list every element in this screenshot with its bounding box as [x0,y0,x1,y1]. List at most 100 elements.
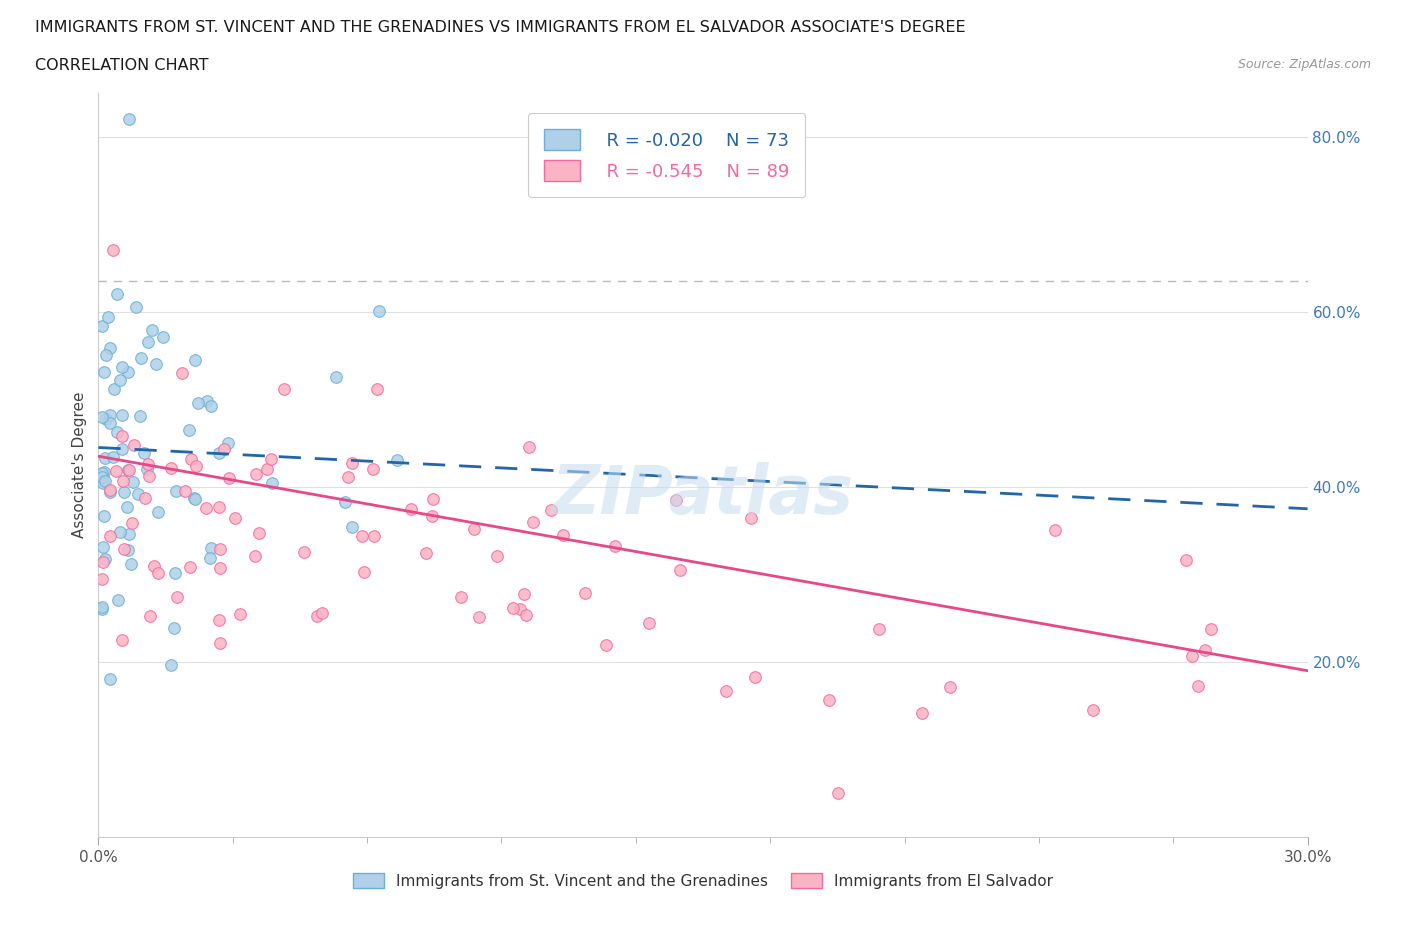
Point [399,501,422,516]
Point [260,475,283,490]
Point [1045,522,1067,537]
Point [101,449,124,464]
Point [1187,679,1209,694]
Point [337,470,360,485]
Point [103,382,125,397]
Point [195,500,218,515]
Point [135,461,157,476]
Point [98,341,121,356]
Point [105,425,128,440]
Point [94,348,117,363]
Point [669,563,692,578]
Point [311,606,333,621]
Point [292,545,315,560]
Point [208,612,231,627]
Point [665,493,688,508]
Point [420,508,443,523]
Legend: Immigrants from St. Vincent and the Grenadines, Immigrants from El Salvador: Immigrants from St. Vincent and the Gren… [346,865,1060,897]
Point [111,360,134,375]
Point [91,600,114,615]
Point [574,586,596,601]
Point [911,706,934,721]
Point [367,304,389,319]
Point [595,638,617,653]
Point [141,323,163,338]
Point [98,485,121,499]
Point [229,606,252,621]
Point [117,526,139,541]
Point [939,680,962,695]
Point [513,587,536,602]
Point [740,511,762,525]
Point [94,451,117,466]
Point [112,473,135,488]
Point [111,407,134,422]
Point [112,485,135,500]
Point [256,461,278,476]
Point [273,381,295,396]
Point [184,352,207,367]
Point [177,423,200,438]
Text: ZIPatlas: ZIPatlas [553,462,853,527]
Point [212,442,235,457]
Point [94,473,117,488]
Point [152,329,174,344]
Point [105,464,128,479]
Point [127,487,149,502]
Point [134,490,156,505]
Point [107,592,129,607]
Point [325,369,347,384]
Point [110,429,132,444]
Point [124,299,146,314]
Point [486,549,509,564]
Point [1194,643,1216,658]
Point [366,381,388,396]
Point [363,528,385,543]
Point [415,545,437,560]
Point [522,514,544,529]
Point [868,622,890,637]
Point [91,319,114,334]
Point [540,502,562,517]
Point [184,491,207,506]
Point [247,525,270,540]
Point [105,286,128,301]
Point [138,469,160,484]
Point [93,365,115,379]
Point [93,509,115,524]
Point [98,483,121,498]
Point [136,335,159,350]
Point [744,670,766,684]
Point [183,490,205,505]
Point [91,475,114,490]
Point [352,528,374,543]
Point [91,465,114,480]
Point [385,453,408,468]
Point [468,610,491,625]
Text: CORRELATION CHART: CORRELATION CHART [35,58,208,73]
Point [163,620,186,635]
Point [245,466,267,481]
Point [112,542,135,557]
Point [827,786,849,801]
Point [108,525,131,539]
Point [174,484,197,498]
Point [117,499,139,514]
Point [208,446,231,461]
Point [200,540,222,555]
Point [91,571,114,586]
Point [180,452,202,467]
Point [93,465,115,480]
Text: Source: ZipAtlas.com: Source: ZipAtlas.com [1237,58,1371,71]
Point [163,565,186,580]
Point [553,527,575,542]
Point [187,395,209,410]
Point [142,559,165,574]
Point [217,436,239,451]
Point [186,458,208,473]
Point [98,529,121,544]
Point [93,554,115,569]
Point [121,515,143,530]
Point [195,393,218,408]
Point [124,437,146,452]
